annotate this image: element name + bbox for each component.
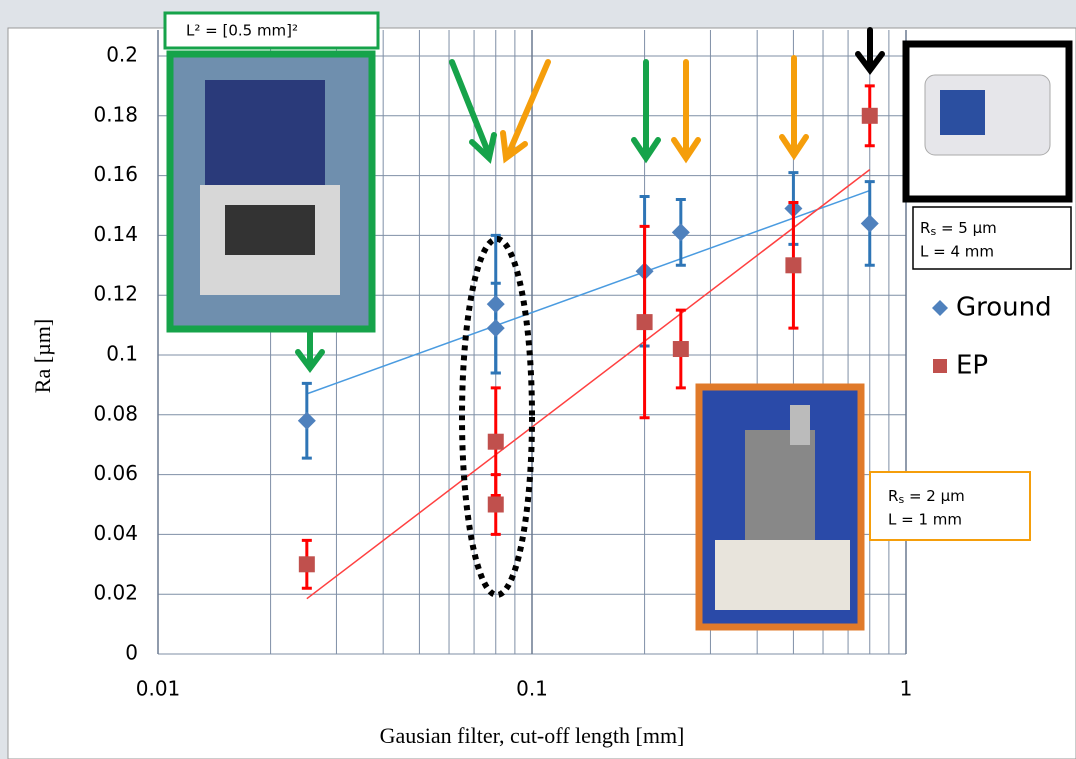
x-tick-label: 1 [900, 677, 913, 701]
annotation-box [870, 472, 1030, 540]
annotation: L² = [0.5 mm]² [186, 22, 298, 40]
y-tick-label: 0.06 [93, 461, 138, 485]
y-tick-label: 0.14 [93, 222, 138, 246]
annotation: L = 1 mm [888, 511, 962, 529]
y-tick-label: 0.1 [106, 342, 138, 366]
y-tick-label: 0.16 [93, 162, 138, 186]
x-axis-label: Gausian filter, cut-off length [mm] [380, 723, 685, 748]
y-tick-label: 0.02 [93, 581, 138, 605]
legend-label: EP [956, 351, 988, 381]
y-tick-label: 0.04 [93, 521, 138, 545]
marker [299, 556, 315, 572]
marker [637, 314, 653, 330]
y-tick-label: 0.18 [93, 102, 138, 126]
x-tick-label: 0.01 [136, 677, 181, 701]
y-tick-label: 0 [125, 641, 138, 665]
chart: 0 0.02 0.04 0.06 0.08 0.1 0.12 0.14 0.16 0.18 0.2 0… [0, 0, 1076, 759]
marker [488, 434, 504, 450]
legend-marker [933, 359, 947, 373]
optical-photo [699, 387, 861, 627]
y-tick-label: 0.2 [106, 43, 138, 67]
annotation: L = 4 mm [920, 243, 994, 261]
y-tick-label: 0.08 [93, 401, 138, 425]
y-tick-label: 0.12 [93, 282, 138, 306]
y-axis-label: Ra [µm] [30, 319, 55, 393]
marker [862, 108, 878, 124]
marker [673, 341, 689, 357]
marker [785, 257, 801, 273]
marker [488, 497, 504, 513]
legend-label: Ground [956, 293, 1052, 323]
stylus-photo [906, 44, 1069, 199]
afm-photo [170, 54, 372, 329]
x-tick-label: 0.1 [516, 677, 548, 701]
